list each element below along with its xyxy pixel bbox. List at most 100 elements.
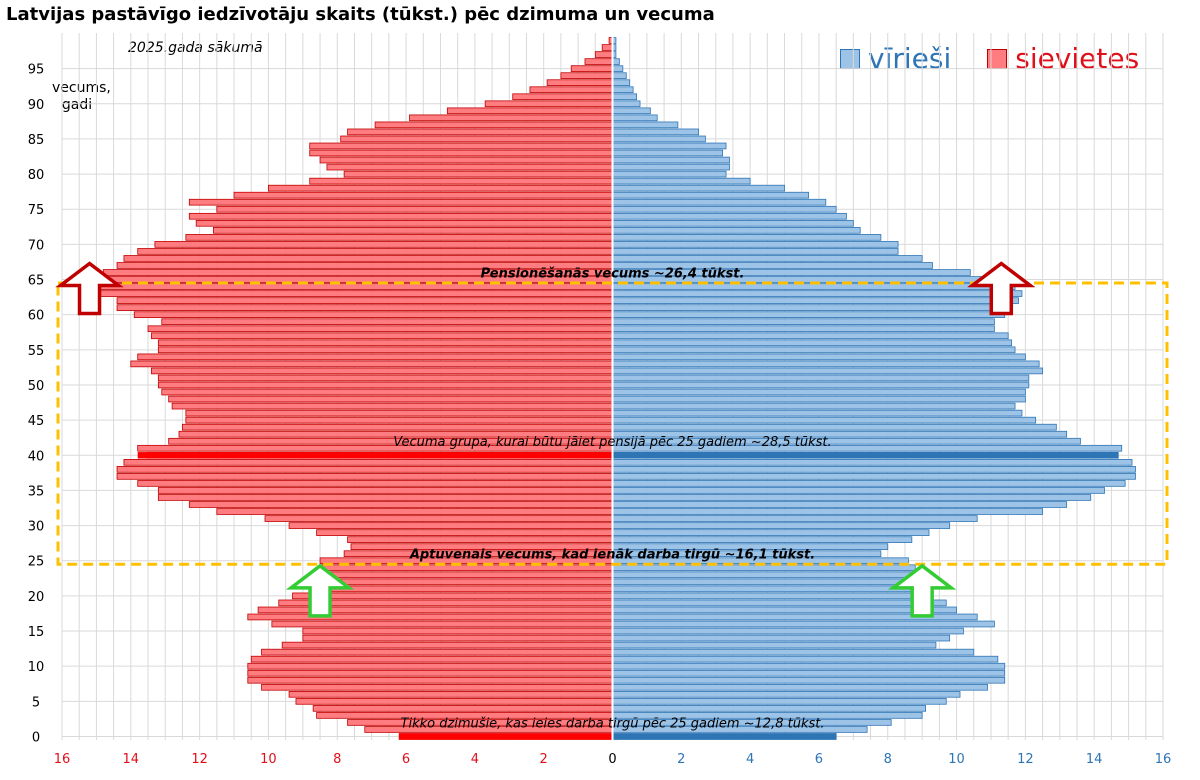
bar-male <box>612 184 785 192</box>
bar-male <box>612 114 658 122</box>
bar-male <box>612 72 627 79</box>
bar-male <box>612 241 899 248</box>
bar-female <box>302 627 613 635</box>
bar-male <box>612 227 861 234</box>
arrow-up-icon <box>285 563 355 618</box>
bar-male <box>612 325 995 333</box>
y-tick-label: 65 <box>28 274 45 289</box>
bar-male <box>612 620 995 628</box>
x-tick-label: 8 <box>333 752 341 767</box>
bar-female <box>116 466 613 473</box>
bar-female <box>271 620 613 628</box>
bar-female <box>157 381 613 389</box>
bar-female <box>268 184 613 192</box>
bar-male <box>612 641 937 649</box>
y-tick-label: 30 <box>28 520 45 535</box>
bar-female <box>347 536 613 543</box>
bar-female <box>302 634 613 642</box>
bar-male <box>612 508 1043 515</box>
bar-female <box>594 51 613 58</box>
bar-male <box>612 318 995 326</box>
y-tick-label: 60 <box>28 309 45 324</box>
x-tick-label: 10 <box>260 752 277 767</box>
bar-female <box>288 522 613 529</box>
legend-swatch-female <box>987 48 1008 69</box>
bar-male <box>612 142 727 150</box>
y-tick-label: 45 <box>28 414 45 429</box>
bar-male <box>612 339 1013 347</box>
bar-female <box>171 402 613 410</box>
bar-male <box>612 458 1133 466</box>
bar-male <box>612 669 1006 677</box>
bar-female <box>116 473 613 480</box>
x-tick-label: 12 <box>1017 752 1034 767</box>
bar-female <box>116 304 613 311</box>
bar-male <box>612 409 1023 417</box>
bar-female <box>151 367 613 375</box>
bar-male <box>612 297 1019 304</box>
bar-male <box>612 170 727 178</box>
bar-male <box>612 683 988 691</box>
x-tick-label: 16 <box>1155 752 1172 767</box>
bar-female <box>133 311 613 318</box>
y-tick-label: 85 <box>28 133 45 148</box>
annotation-label: Aptuvenais vecums, kad ienāk darba tirgū… <box>409 548 815 563</box>
bar-male <box>612 606 957 614</box>
y-tick-label: 25 <box>28 555 45 570</box>
bar-female <box>409 114 613 122</box>
x-tick-label: 2 <box>540 752 548 767</box>
bar-male <box>612 311 1006 318</box>
bar-male <box>612 529 930 536</box>
legend-swatch-male <box>840 48 860 69</box>
bar-female <box>182 423 613 431</box>
bar-female <box>261 683 613 691</box>
bar-female <box>157 487 613 494</box>
bar-male <box>612 374 1030 382</box>
annotation-label: Vecuma grupa, kurai būtu jāiet pensijā p… <box>393 435 831 450</box>
bar-female <box>292 592 613 600</box>
bar-male <box>612 290 1023 297</box>
y-tick-label: 35 <box>28 484 45 499</box>
bar-female <box>185 234 613 241</box>
bar-female <box>123 255 613 262</box>
x-tick-label: 2 <box>677 752 685 767</box>
bar-female <box>154 241 613 248</box>
bar-female <box>157 346 613 354</box>
bar-male <box>612 255 923 262</box>
y-tick-label: 90 <box>28 98 45 113</box>
bar-male <box>612 416 1037 424</box>
arrow-up-icon <box>887 563 957 618</box>
bar-female <box>216 205 613 213</box>
bar-male <box>612 402 1016 410</box>
bar-female <box>316 585 613 593</box>
bar-female <box>316 529 613 536</box>
bar-female <box>188 212 613 220</box>
bar-male <box>612 599 947 607</box>
bar-female <box>168 395 613 403</box>
bar-male <box>612 578 920 586</box>
bar-male <box>612 367 1043 375</box>
bar-male <box>612 107 651 115</box>
bar-female <box>85 290 613 297</box>
bar-female <box>319 578 613 586</box>
bar-male <box>612 149 723 157</box>
bar-female <box>137 353 613 361</box>
bar-male <box>612 571 913 579</box>
bar-male <box>612 163 730 171</box>
bar-female <box>247 662 613 670</box>
x-tick-label: 0 <box>608 752 616 767</box>
bar-male <box>612 494 1092 501</box>
bar-male <box>612 676 1006 684</box>
bar-female <box>446 107 613 115</box>
bar-male <box>612 135 706 143</box>
bar-male <box>612 690 961 698</box>
bar-male <box>612 156 730 164</box>
bar-female <box>161 388 613 396</box>
x-tick-label: 8 <box>884 752 892 767</box>
bar-female <box>264 515 613 522</box>
legend-item-male: vīrieši <box>840 42 951 75</box>
bar-female <box>347 128 613 136</box>
bar-female <box>157 374 613 382</box>
chart-title: Latvijas pastāvīgo iedzīvotāju skaits (t… <box>6 4 715 25</box>
